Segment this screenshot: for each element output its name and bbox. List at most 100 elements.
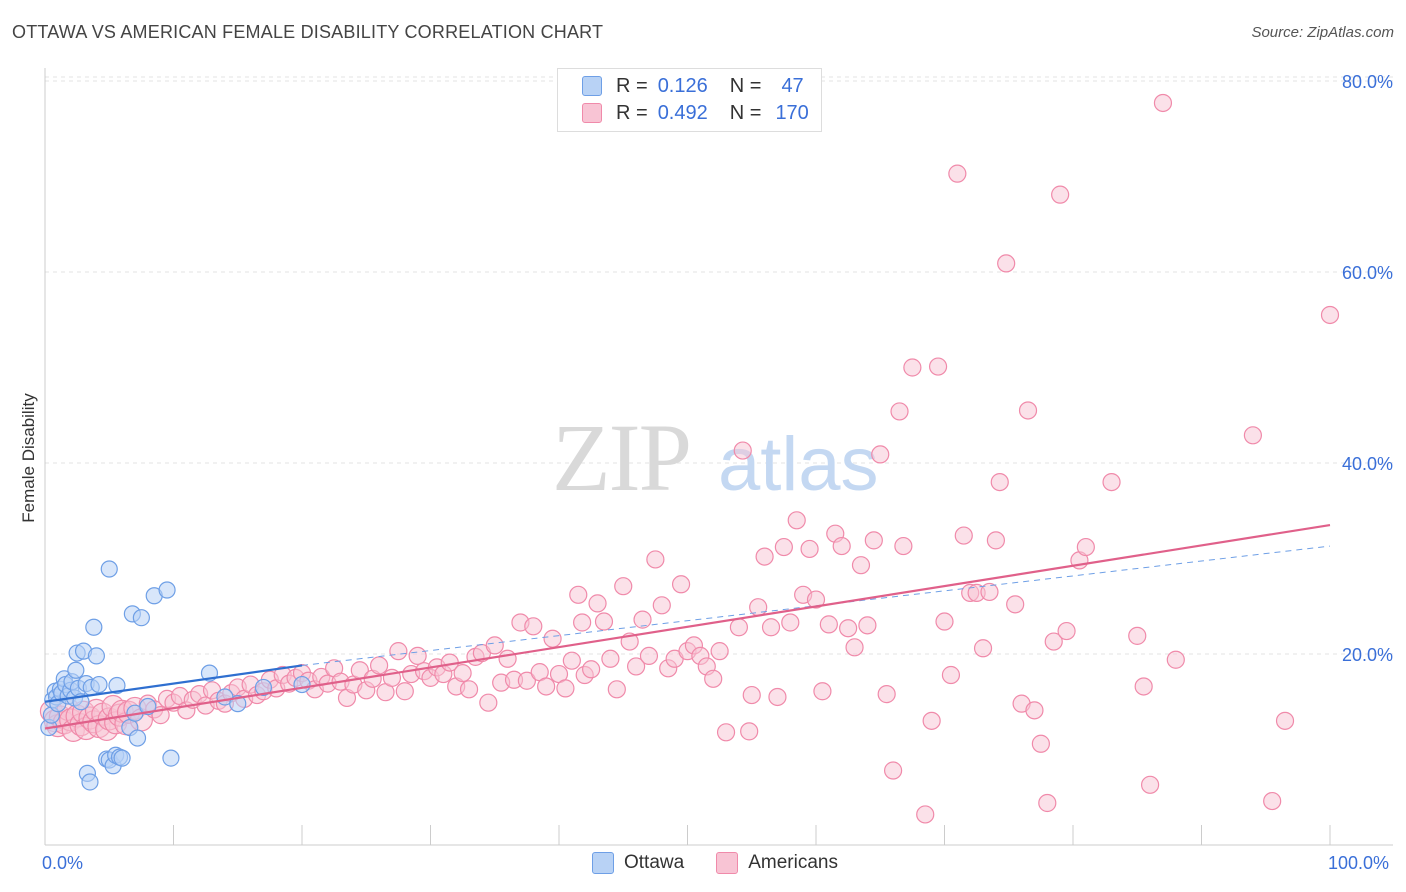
american-point: [498, 649, 517, 668]
american-point: [1018, 401, 1038, 420]
ottawa-points: [40, 560, 311, 791]
american-point: [562, 651, 581, 670]
american-point: [1243, 426, 1263, 445]
american-point: [601, 649, 620, 668]
y-tick-label: 80.0%: [1342, 72, 1393, 92]
american-point: [819, 615, 838, 634]
legend-swatch-americans: [582, 103, 602, 123]
american-point: [716, 723, 736, 742]
american-point: [671, 575, 691, 594]
american-point: [594, 612, 614, 631]
ottawa-point: [113, 749, 131, 767]
american-point: [922, 711, 941, 730]
american-point: [588, 594, 607, 613]
american-point: [1128, 626, 1147, 645]
legend-label-ottawa: Ottawa: [624, 852, 685, 873]
american-point: [639, 646, 659, 666]
ottawa-point: [108, 676, 126, 695]
watermark-atlas: atlas: [718, 422, 879, 507]
american-point: [986, 531, 1006, 550]
american-point: [1076, 537, 1095, 557]
american-point: [755, 547, 774, 566]
american-point: [1153, 93, 1173, 113]
american-point: [573, 613, 592, 632]
american-point: [990, 473, 1009, 492]
american-point: [704, 669, 723, 688]
american-point: [883, 761, 903, 780]
ottawa-point: [85, 618, 103, 636]
american-point: [916, 805, 935, 824]
y-tick-label: 40.0%: [1342, 454, 1393, 474]
ottawa-point: [293, 675, 311, 694]
legend-item-americans: Americans: [716, 852, 838, 874]
american-point: [903, 358, 922, 377]
ottawa-point: [162, 749, 180, 767]
legend-item-ottawa: Ottawa: [592, 852, 684, 874]
legend-n-value: 170: [775, 101, 809, 124]
watermark-zip: ZIP: [552, 404, 690, 511]
american-point: [864, 531, 883, 550]
ottawa-trend-line: [44, 664, 303, 703]
chart-title: OTTAWA VS AMERICAN FEMALE DISABILITY COR…: [12, 22, 604, 42]
american-point: [395, 682, 414, 701]
american-point: [1051, 185, 1070, 204]
american-point: [710, 642, 729, 661]
american-point: [787, 511, 806, 530]
american-point: [928, 357, 948, 376]
american-point: [740, 722, 759, 741]
american-point: [1166, 650, 1185, 669]
american-point: [997, 254, 1016, 273]
legend-n-label: N =: [729, 74, 762, 97]
ottawa-point: [128, 729, 147, 747]
american-point: [1006, 595, 1025, 614]
american-point: [813, 682, 832, 701]
legend-label-americans: Americans: [748, 852, 838, 873]
american-point: [408, 646, 427, 666]
american-point: [781, 613, 800, 632]
y-tick-label: 20.0%: [1342, 645, 1393, 665]
american-point: [556, 679, 575, 698]
americans-trend-line: [44, 523, 1331, 730]
chart-source: Source: ZipAtlas.com: [1251, 24, 1394, 41]
grid-lines: [45, 76, 1393, 655]
x-tick-label-max: 100.0%: [1328, 853, 1390, 873]
american-point: [877, 685, 896, 704]
y-tick-label: 60.0%: [1342, 263, 1393, 283]
american-point: [524, 617, 543, 636]
american-point: [543, 629, 562, 648]
x-tick-label-min: 0.0%: [42, 853, 84, 873]
ottawa-point: [87, 647, 106, 665]
american-point: [1140, 775, 1160, 794]
ottawa-point: [81, 773, 99, 791]
american-point: [582, 660, 601, 679]
american-point: [652, 596, 671, 615]
american-point: [626, 657, 646, 676]
american-point: [1102, 473, 1121, 492]
legend-r-label: R =: [616, 74, 648, 97]
legend-n-value: 47: [781, 74, 804, 97]
legend-row-ottawa: R = 0.126 N = 47: [582, 73, 804, 99]
american-point: [537, 677, 556, 696]
watermark: ZIP atlas: [552, 404, 879, 511]
american-point: [1134, 677, 1153, 696]
american-point: [569, 585, 588, 604]
american-point: [851, 556, 871, 575]
ottawa-point: [67, 661, 85, 679]
american-point: [890, 402, 909, 421]
ottawa-point: [100, 560, 118, 578]
series-legend: Ottawa Americans: [592, 852, 870, 874]
american-point: [839, 619, 858, 638]
legend-swatch-ottawa: [592, 852, 614, 874]
american-point: [1025, 701, 1044, 720]
american-point: [742, 685, 761, 705]
ottawa-point: [254, 678, 273, 697]
american-point: [980, 582, 999, 602]
american-point: [954, 526, 973, 545]
american-point: [1275, 711, 1295, 730]
american-point: [774, 537, 793, 557]
legend-swatch-americans: [716, 852, 739, 874]
legend-row-americans: R = 0.492 N = 170: [582, 100, 809, 126]
american-point: [453, 663, 472, 683]
american-point: [1031, 734, 1050, 753]
